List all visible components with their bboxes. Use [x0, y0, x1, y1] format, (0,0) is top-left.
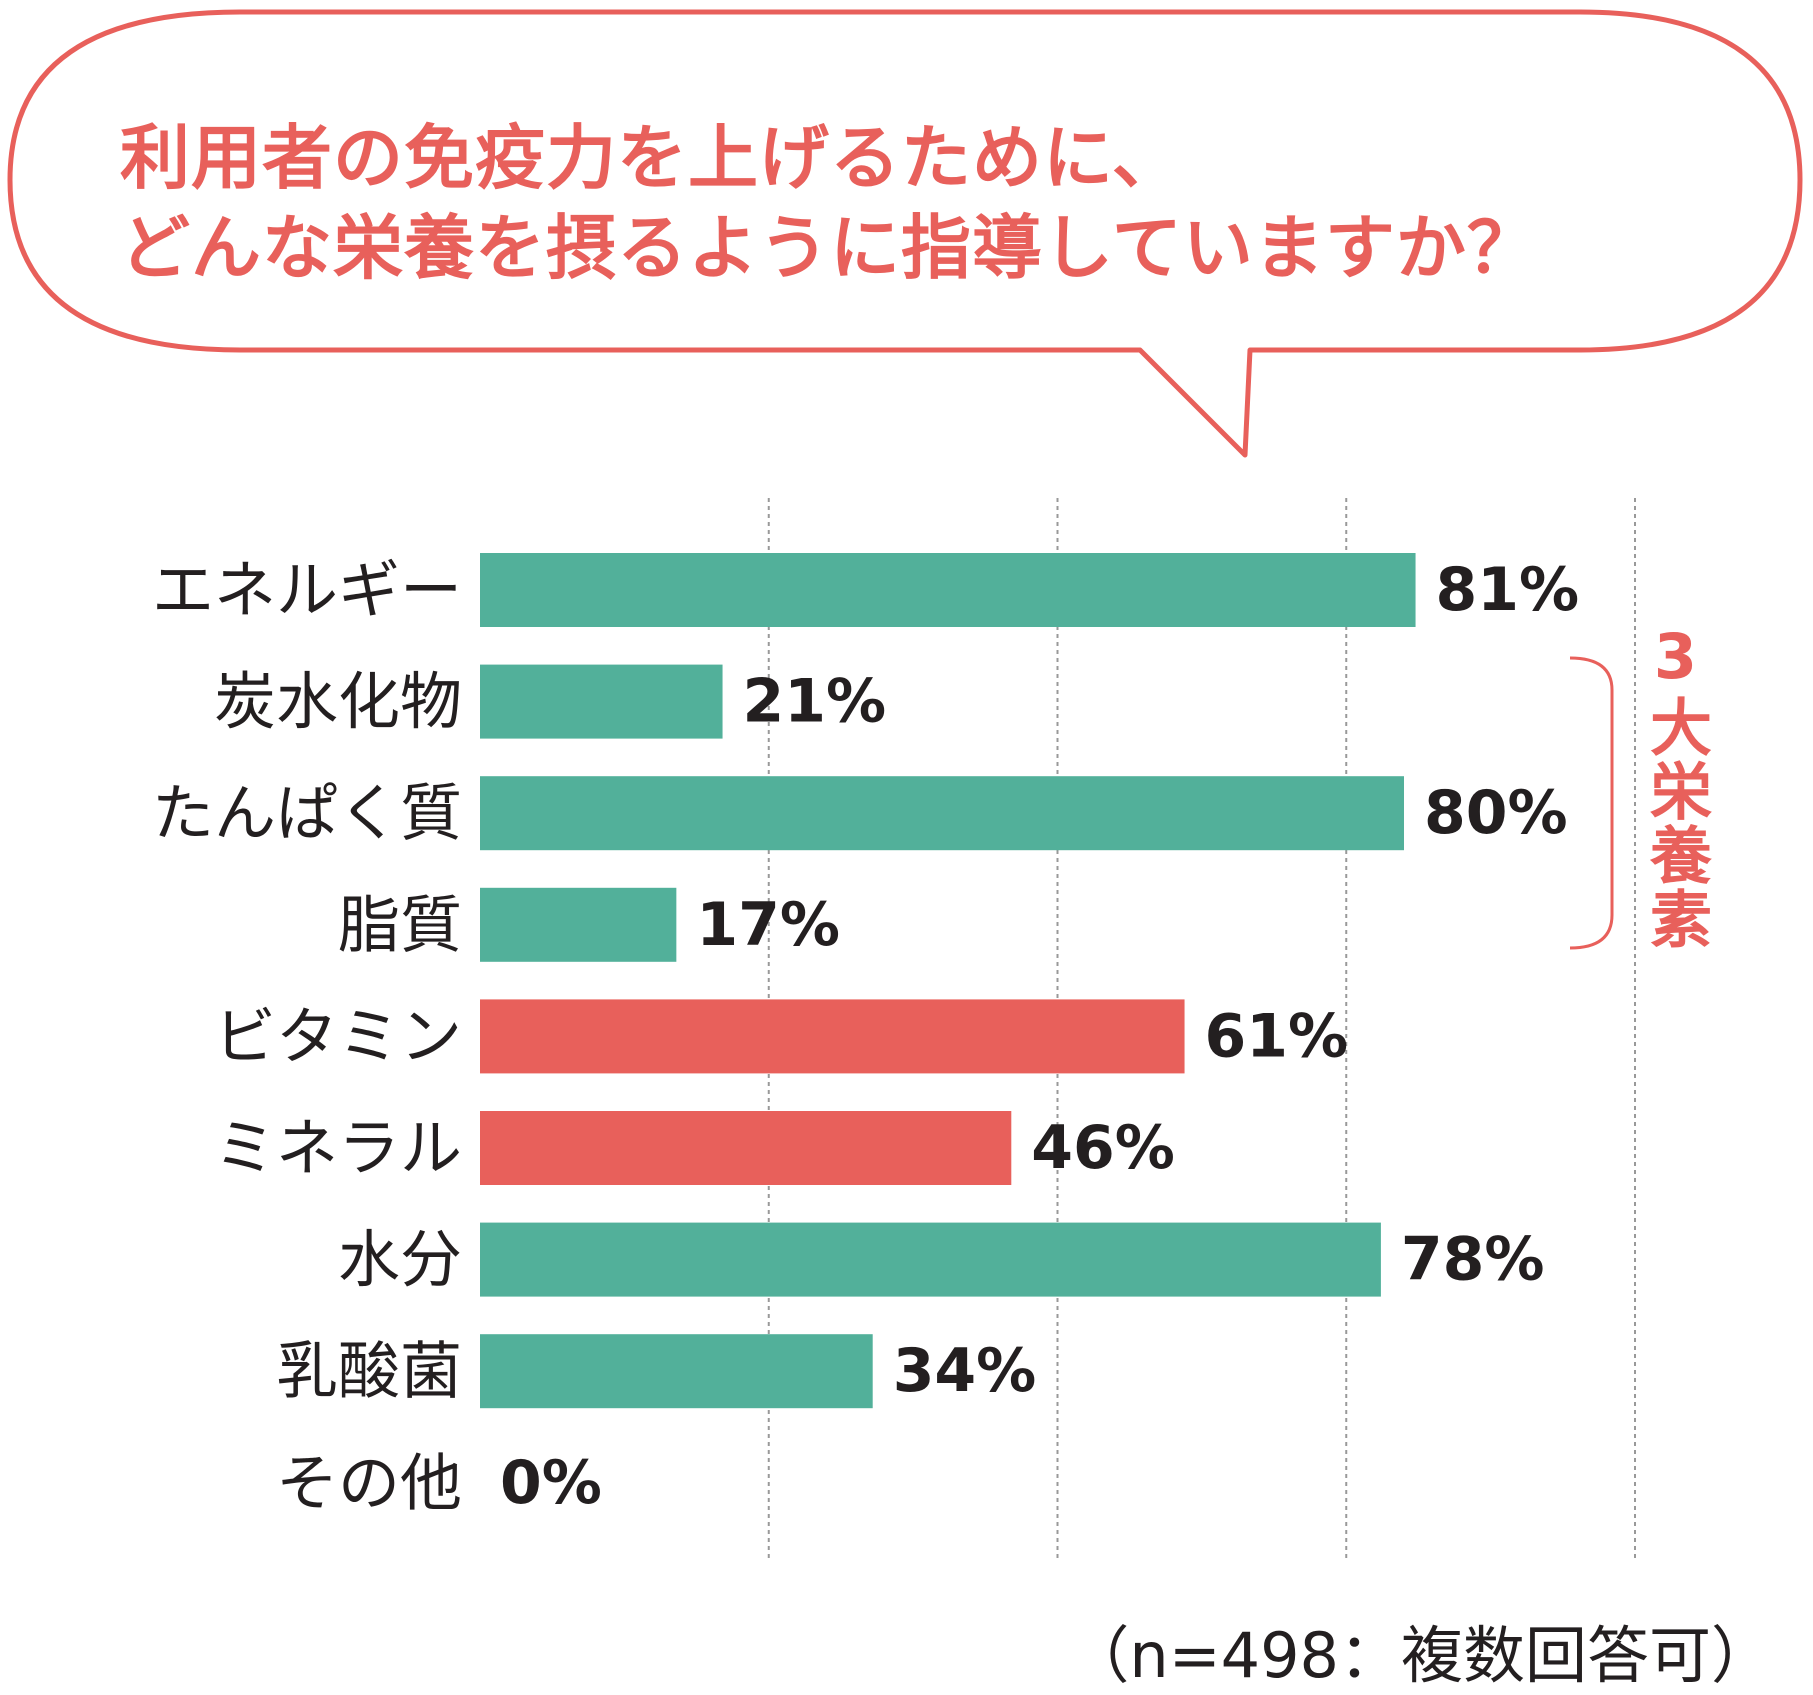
value-label: 46%: [1031, 1113, 1175, 1183]
bar: [480, 1222, 1381, 1297]
value-label: 80%: [1424, 778, 1568, 848]
value-label: 61%: [1205, 1001, 1349, 1071]
bar: [480, 664, 723, 739]
bar: [480, 887, 677, 962]
footnote: （n=498：複数回答可）: [1067, 1619, 1773, 1692]
value-label: 0%: [500, 1448, 602, 1518]
category-label: 水分: [338, 1223, 462, 1296]
value-label: 81%: [1436, 555, 1580, 625]
category-label: 乳酸菌: [276, 1335, 462, 1408]
value-label: 34%: [893, 1336, 1037, 1406]
bar: [480, 1111, 1012, 1185]
category-label: 炭水化物: [214, 665, 462, 738]
value-labels: 81% 21% 80% 17% 61% 46% 78% 34% 0%: [500, 555, 1579, 1518]
category-label: ミネラル: [214, 1112, 462, 1185]
bar: [480, 1334, 873, 1409]
bars: [480, 553, 1416, 1409]
value-label: 78%: [1401, 1225, 1545, 1295]
bar: [480, 999, 1185, 1074]
category-label: エネルギー: [152, 554, 462, 627]
chart-title-line-1: 利用者の免疫力を上げるために、: [120, 117, 1183, 199]
value-label: 17%: [696, 890, 840, 960]
category-label: その他: [276, 1446, 462, 1519]
category-label: 脂質: [338, 888, 462, 961]
value-label: 21%: [743, 667, 887, 737]
bracket: [1569, 656, 1614, 950]
category-label: たんぱく質: [152, 777, 462, 850]
bar: [480, 776, 1404, 851]
bracket-label: 3大栄養素: [1639, 620, 1712, 951]
bar: [480, 553, 1416, 627]
chart-title-line-2: どんな栄養を摂るように指導していますか？: [120, 207, 1538, 289]
category-label: ビタミン: [214, 1000, 462, 1073]
speech-bubble-outline: [7, 9, 1803, 458]
